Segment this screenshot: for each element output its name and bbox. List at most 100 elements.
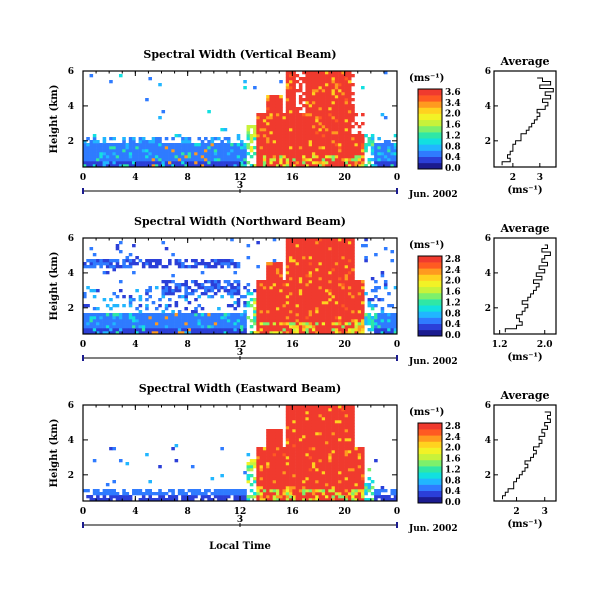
heatmap-cell	[236, 331, 241, 335]
heatmap-cell	[259, 474, 264, 478]
heatmap-cell	[295, 405, 300, 409]
heatmap-cell	[230, 158, 234, 162]
colorbar-swatch	[418, 305, 442, 312]
heatmap-cell	[331, 158, 336, 162]
heatmap-cell	[341, 152, 345, 156]
heatmap-cell	[275, 498, 280, 502]
heatmap-cell	[318, 101, 323, 105]
x-tick-label: 0	[80, 173, 86, 183]
heatmap-cell	[295, 271, 300, 275]
heatmap-cell	[217, 283, 221, 287]
heatmap-cell	[315, 77, 319, 81]
heatmap-cell	[102, 322, 107, 326]
heatmap-cell	[347, 328, 352, 332]
heatmap-cell	[148, 289, 152, 293]
heatmap-cell	[122, 262, 126, 266]
heatmap-cell	[341, 411, 345, 415]
heatmap-cell	[334, 259, 339, 263]
heatmap-cell	[275, 471, 280, 475]
heatmap-cell	[308, 417, 313, 421]
colorbar-tick-label: 2.8	[445, 255, 461, 265]
heatmap-cell	[325, 122, 329, 126]
heatmap-cell	[122, 495, 126, 499]
heatmap-cell	[341, 310, 345, 314]
heatmap-cell	[262, 471, 267, 475]
heatmap-cell	[298, 128, 303, 132]
heatmap-cell	[158, 316, 162, 320]
heatmap-cell	[233, 328, 238, 332]
heatmap-cell	[115, 295, 120, 299]
heatmap-cell	[109, 316, 113, 320]
heatmap-cell	[325, 71, 329, 75]
heatmap-cell	[269, 456, 274, 460]
heatmap-cell	[292, 143, 296, 147]
heatmap-cell	[233, 292, 238, 296]
heatmap-cell	[357, 453, 362, 457]
heatmap-cell	[334, 265, 339, 269]
heatmap-cell	[279, 313, 283, 317]
heatmap-cell	[262, 459, 267, 463]
heatmap-cell	[318, 313, 323, 317]
heatmap-cell	[393, 158, 398, 162]
heatmap-cell	[331, 316, 336, 320]
y-tick-label: 2	[68, 137, 74, 147]
heatmap-cell	[311, 438, 316, 442]
heatmap-cell	[213, 286, 218, 290]
heatmap-cell	[269, 495, 274, 499]
heatmap-cell	[292, 432, 296, 436]
heatmap-cell	[292, 146, 296, 150]
heatmap-cell	[328, 429, 332, 433]
heatmap-cell	[233, 265, 238, 269]
heatmap-cell	[298, 465, 303, 469]
heatmap-cell	[86, 328, 90, 332]
heatmap-cell	[341, 92, 345, 96]
heatmap-cell	[174, 161, 179, 165]
heatmap-cell	[266, 444, 270, 448]
day-label: 3	[237, 181, 243, 191]
heatmap-cell	[174, 319, 179, 323]
heatmap-cell	[275, 483, 280, 487]
heatmap-cell	[308, 137, 313, 141]
heatmap-cell	[305, 316, 309, 320]
heatmap-cell	[171, 489, 175, 493]
heatmap-cell	[341, 417, 345, 421]
heatmap-cell	[367, 143, 372, 147]
heatmap-cell	[321, 435, 326, 439]
heatmap-cell	[331, 86, 336, 90]
heatmap-cell	[223, 325, 228, 329]
heatmap-cell	[272, 286, 277, 290]
heatmap-cell	[295, 480, 300, 484]
heatmap-cell	[347, 322, 352, 326]
heatmap-cell	[262, 164, 267, 168]
heatmap-cell	[334, 420, 339, 424]
heatmap-cell	[341, 74, 345, 78]
heatmap-cell	[184, 295, 188, 299]
heatmap-cell	[370, 486, 375, 490]
heatmap-cell	[298, 149, 303, 153]
heatmap-cell	[164, 304, 169, 308]
heatmap-cell	[86, 331, 90, 335]
heatmap-cell	[269, 161, 274, 165]
heatmap-cell	[311, 447, 316, 451]
heatmap-cell	[370, 164, 375, 168]
heatmap-cell	[328, 122, 332, 126]
heatmap-cell	[325, 128, 329, 132]
heatmap-cell	[305, 432, 309, 436]
heatmap-cell	[318, 92, 323, 96]
heatmap-cell	[315, 450, 319, 454]
heatmap-cell	[354, 310, 359, 314]
heatmap-cell	[321, 405, 326, 409]
heatmap-cell	[315, 298, 319, 302]
heatmap-cell	[154, 307, 159, 311]
heatmap-cell	[338, 244, 342, 248]
heatmap-cell	[361, 122, 365, 126]
heatmap-cell	[315, 444, 319, 448]
heatmap-cell	[357, 328, 362, 332]
heatmap-cell	[302, 137, 306, 141]
heatmap-cell	[226, 164, 231, 168]
heatmap-cell	[351, 483, 355, 487]
heatmap-cell	[347, 459, 352, 463]
heatmap-cell	[164, 280, 169, 284]
heatmap-cell	[204, 313, 208, 317]
heatmap-cell	[318, 286, 323, 290]
